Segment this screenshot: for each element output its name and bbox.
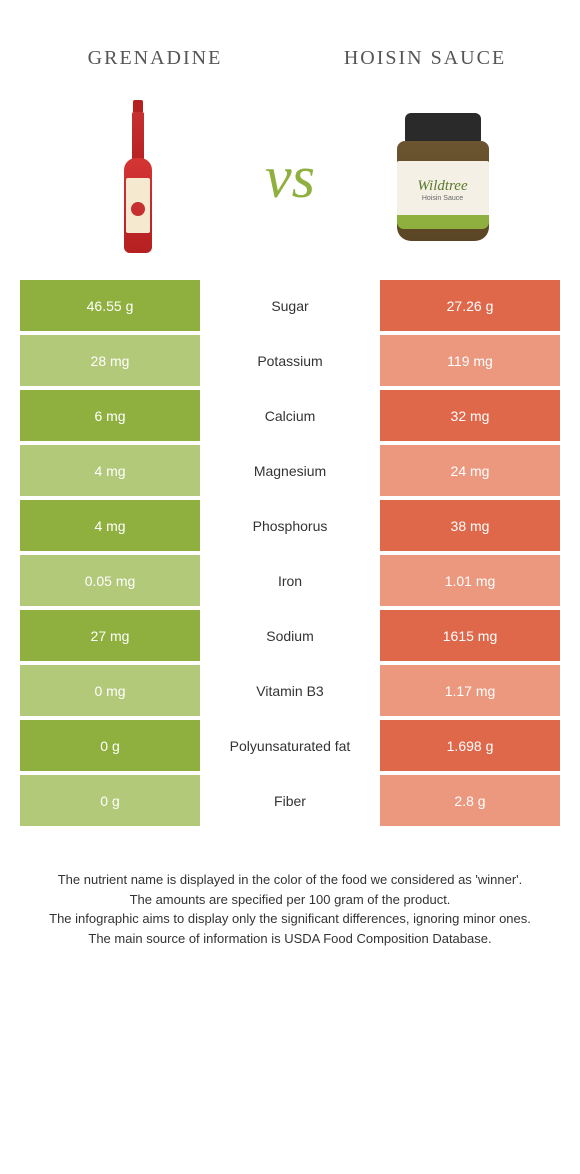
header: Grenadine Hoisin sauce [0,0,580,95]
nutrient-name: Magnesium [200,445,380,496]
jar-brand: Wildtree [417,178,467,195]
right-value: 2.8 g [380,775,560,826]
left-value: 0.05 mg [20,555,200,606]
footnotes: The nutrient name is displayed in the co… [0,830,580,978]
right-value: 1.17 mg [380,665,560,716]
table-row: 6 mgCalcium32 mg [20,390,560,441]
right-value: 1.01 mg [380,555,560,606]
right-product-title: Hoisin sauce [290,30,560,85]
table-row: 0 gFiber2.8 g [20,775,560,826]
left-value: 4 mg [20,445,200,496]
table-row: 0.05 mgIron1.01 mg [20,555,560,606]
left-value: 28 mg [20,335,200,386]
right-value: 1615 mg [380,610,560,661]
left-header: Grenadine [20,30,290,85]
left-value: 0 g [20,720,200,771]
table-row: 0 mgVitamin B31.17 mg [20,665,560,716]
nutrient-name: Polyunsaturated fat [200,720,380,771]
footnote-line: The infographic aims to display only the… [30,909,550,929]
right-product-image: Wildtree Hoisin Sauce [325,113,560,243]
table-row: 27 mgSodium1615 mg [20,610,560,661]
left-value: 27 mg [20,610,200,661]
table-row: 28 mgPotassium119 mg [20,335,560,386]
table-row: 0 gPolyunsaturated fat1.698 g [20,720,560,771]
right-value: 38 mg [380,500,560,551]
left-product-title: Grenadine [20,30,290,85]
nutrient-name: Calcium [200,390,380,441]
footnote-line: The nutrient name is displayed in the co… [30,870,550,890]
left-value: 6 mg [20,390,200,441]
left-value: 0 g [20,775,200,826]
jar-subtitle: Hoisin Sauce [422,195,463,202]
nutrient-name: Sodium [200,610,380,661]
nutrient-name: Sugar [200,280,380,331]
right-value: 119 mg [380,335,560,386]
right-value: 1.698 g [380,720,560,771]
nutrient-table: 46.55 gSugar27.26 g28 mgPotassium119 mg6… [0,280,580,826]
nutrient-name: Fiber [200,775,380,826]
grenadine-bottle-icon [121,100,155,255]
footnote-line: The amounts are specified per 100 gram o… [30,890,550,910]
footnote-line: The main source of information is USDA F… [30,929,550,949]
nutrient-name: Iron [200,555,380,606]
left-product-image [20,100,255,255]
table-row: 4 mgPhosphorus38 mg [20,500,560,551]
right-header: Hoisin sauce [290,30,560,85]
nutrient-name: Vitamin B3 [200,665,380,716]
right-value: 24 mg [380,445,560,496]
right-value: 32 mg [380,390,560,441]
left-value: 0 mg [20,665,200,716]
left-value: 46.55 g [20,280,200,331]
nutrient-name: Phosphorus [200,500,380,551]
left-value: 4 mg [20,500,200,551]
table-row: 46.55 gSugar27.26 g [20,280,560,331]
hero-row: vs Wildtree Hoisin Sauce [0,95,580,280]
right-value: 27.26 g [380,280,560,331]
hoisin-jar-icon: Wildtree Hoisin Sauce [383,113,503,243]
nutrient-name: Potassium [200,335,380,386]
table-row: 4 mgMagnesium24 mg [20,445,560,496]
vs-text: vs [255,143,325,212]
